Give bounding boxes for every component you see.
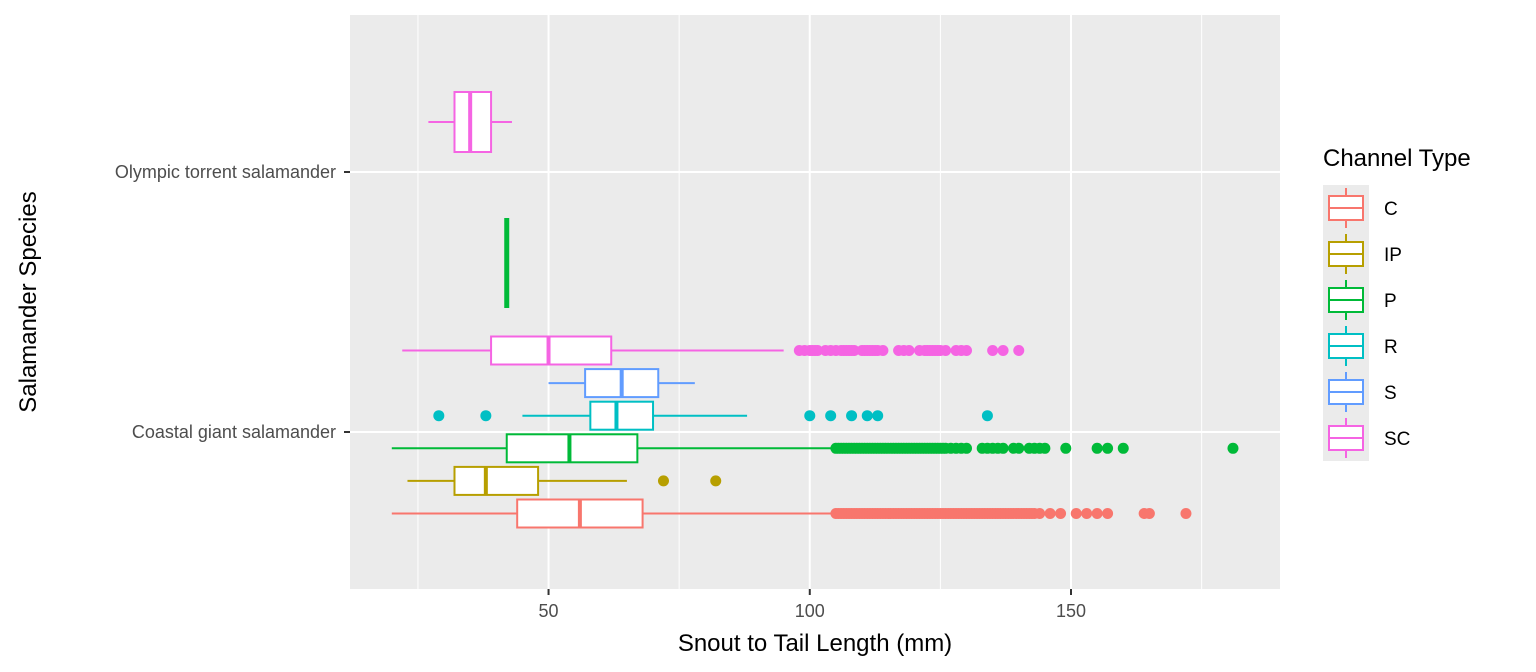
outlier-point: [997, 442, 1009, 454]
x-tick-label: 50: [539, 601, 559, 621]
outlier-point: [981, 410, 993, 422]
outlier-point: [861, 410, 873, 422]
box-layer: [391, 91, 1239, 529]
outlier-point: [1060, 442, 1072, 454]
legend-item-P: P: [1328, 280, 1397, 320]
y-axis: Coastal giant salamander Olympic torrent …: [115, 162, 350, 442]
outlier-point: [825, 410, 837, 422]
legend-title: Channel Type: [1323, 145, 1471, 172]
outlier-point: [1055, 508, 1067, 519]
legend-label-C: C: [1384, 199, 1398, 220]
legend-label-SC: SC: [1384, 429, 1410, 450]
outlier-point: [1102, 442, 1114, 454]
outlier-point: [872, 410, 884, 422]
legend-label-P: P: [1384, 291, 1397, 312]
outlier-point: [1013, 442, 1025, 454]
outlier-point: [710, 475, 722, 487]
outlier-point: [1180, 508, 1192, 519]
legend-item-R: R: [1328, 326, 1398, 366]
outlier-point: [657, 475, 669, 487]
legend-label-R: R: [1384, 337, 1398, 358]
box-C-coastal: [391, 498, 1192, 529]
box-degenerate: [504, 218, 510, 308]
legend-item-C: C: [1328, 188, 1398, 228]
box-SC-coastal: [402, 335, 1025, 366]
outlier-point: [848, 345, 860, 356]
box-R-coastal: [433, 400, 993, 431]
legend-label-IP: IP: [1384, 245, 1402, 266]
outlier-point: [940, 345, 952, 356]
outlier-point: [1034, 508, 1046, 519]
outlier-point: [961, 442, 973, 454]
box-SC-olympic: [428, 91, 512, 153]
x-tick-label: 150: [1056, 601, 1086, 621]
legend-item-SC: SC: [1328, 418, 1410, 458]
legend-key-background: [1323, 185, 1369, 461]
legend-item-IP: IP: [1328, 234, 1402, 274]
outlier-point: [1039, 442, 1051, 454]
outlier-point: [1013, 345, 1025, 356]
box-iqr: [453, 91, 493, 153]
legend-item-S: S: [1328, 372, 1397, 412]
grid-lines: [350, 15, 1280, 589]
outlier-point: [1117, 442, 1129, 454]
x-tick-label: 100: [795, 601, 825, 621]
outlier-point: [1091, 442, 1103, 454]
x-axis-title: Snout to Tail Length (mm): [678, 630, 952, 657]
outlier-point: [1070, 508, 1082, 519]
outlier-point: [987, 345, 999, 356]
outlier-point: [1081, 508, 1093, 519]
box-IP-coastal: [407, 465, 722, 496]
y-tick-label: Olympic torrent salamander: [115, 162, 336, 182]
outlier-point: [433, 410, 445, 422]
outlier-point: [1143, 508, 1155, 519]
box-P-coastal: [391, 433, 1239, 464]
y-axis-title: Salamander Species: [15, 191, 42, 412]
legend: Channel Type C IP P R S SC: [1323, 145, 1471, 461]
outlier-point: [903, 345, 915, 356]
outlier-point: [1227, 442, 1239, 454]
y-tick-label: Coastal giant salamander: [132, 422, 336, 442]
outlier-point: [846, 410, 858, 422]
box-iqr: [490, 335, 613, 366]
legend-label-S: S: [1384, 383, 1397, 404]
box-iqr: [589, 400, 655, 431]
outlier-point: [1044, 508, 1056, 519]
box-P-olympic: [504, 218, 510, 308]
outlier-point: [1102, 508, 1114, 519]
box-S-coastal: [548, 368, 695, 399]
outlier-point: [997, 345, 1009, 356]
outlier-point: [877, 345, 889, 356]
outlier-point: [1091, 508, 1103, 519]
outlier-point: [812, 345, 824, 356]
box-iqr: [453, 465, 540, 496]
outlier-point: [480, 410, 492, 422]
outlier-point: [961, 345, 973, 356]
box-iqr: [505, 433, 639, 464]
x-axis: 50 100 150: [539, 589, 1086, 621]
outlier-point: [804, 410, 816, 422]
